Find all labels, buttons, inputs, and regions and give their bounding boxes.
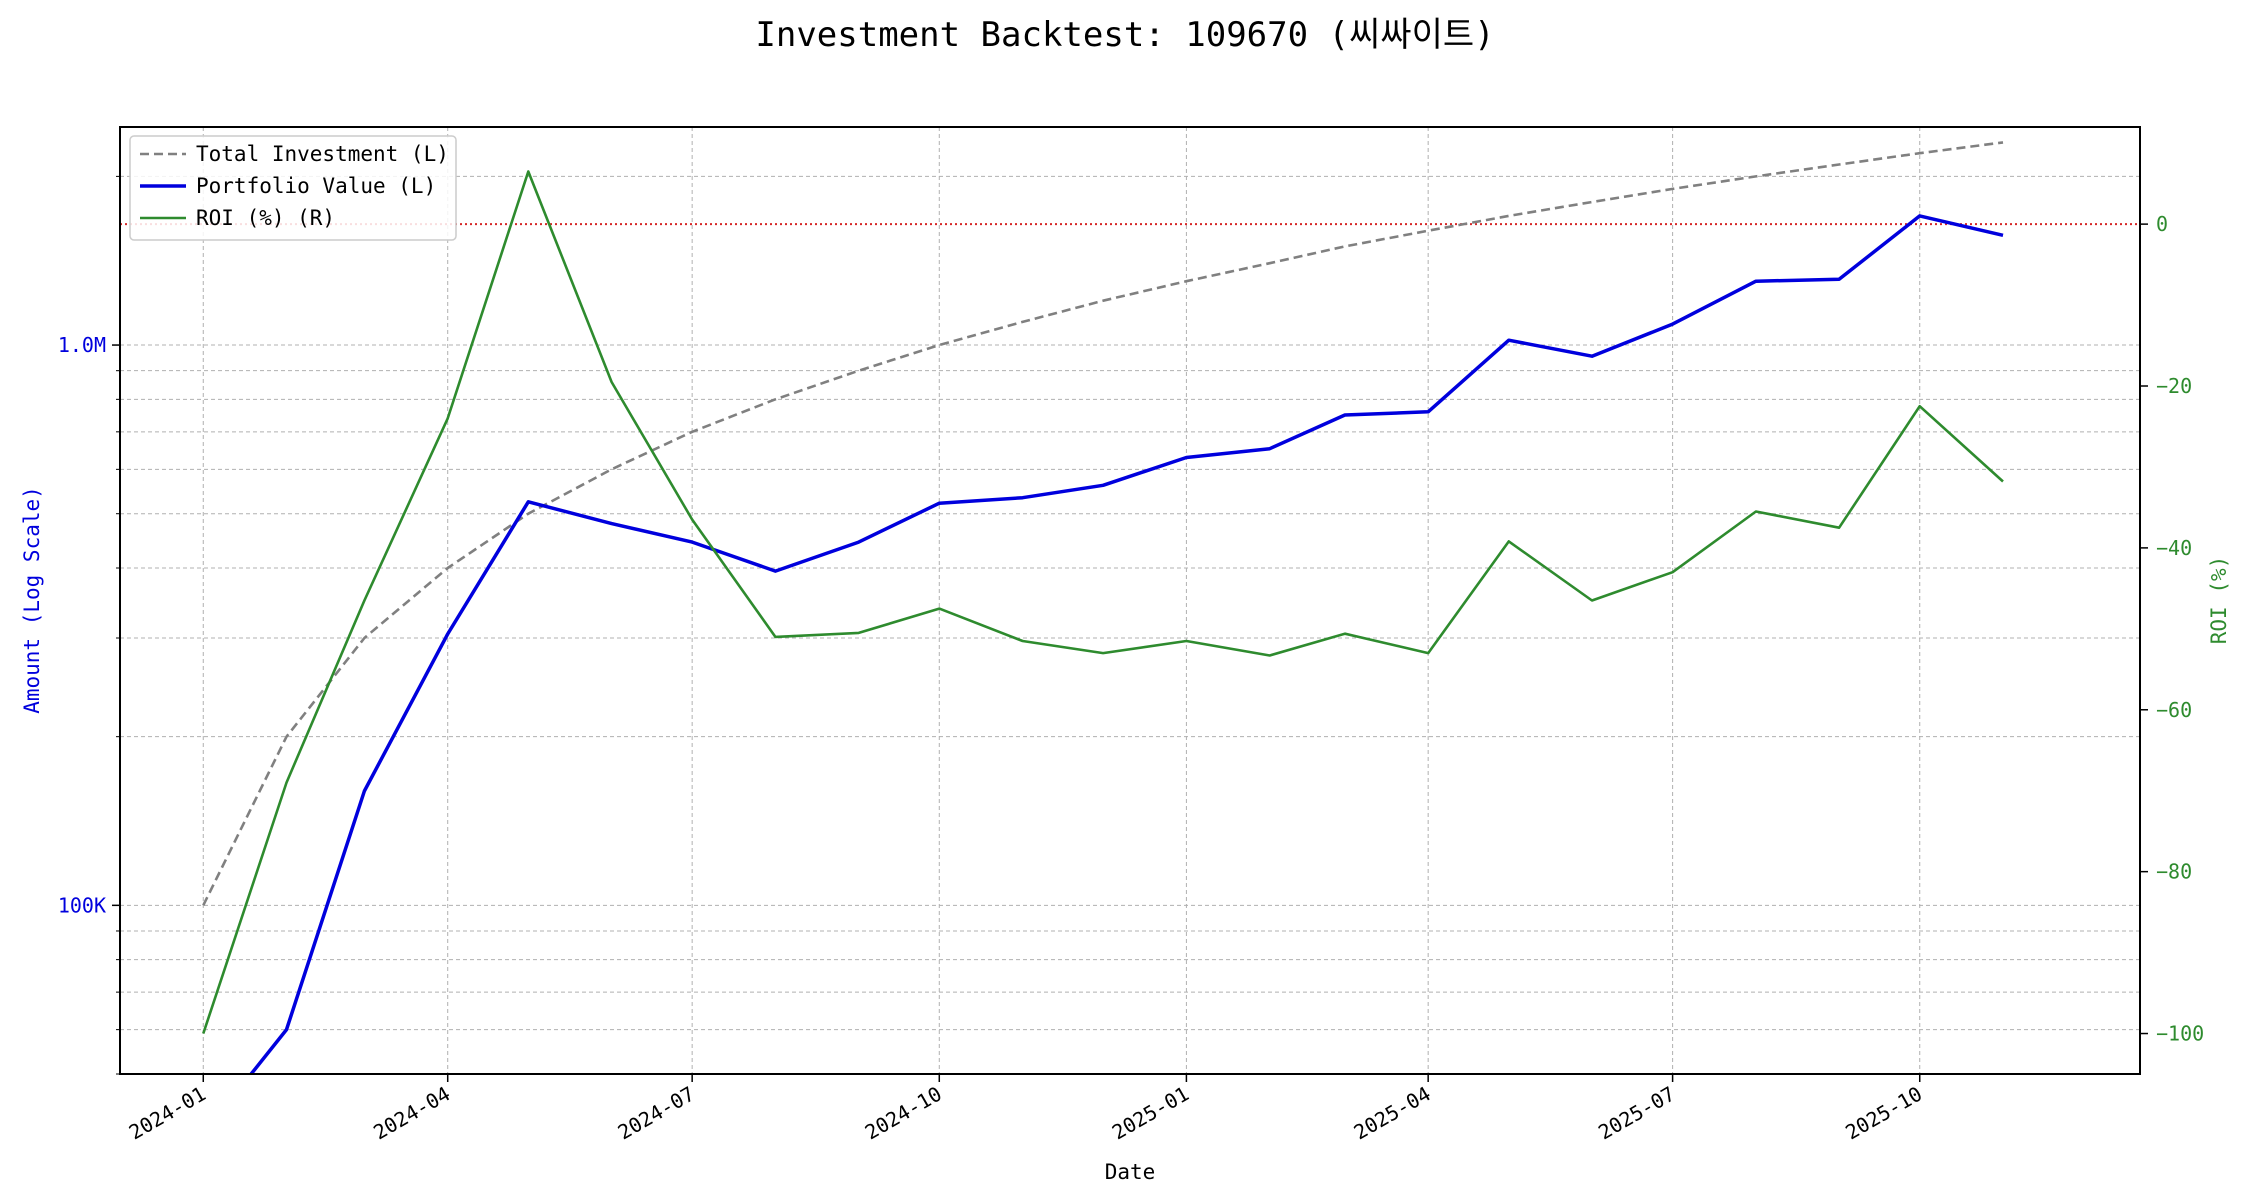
x-axis-label: Date — [1105, 1160, 1156, 1184]
y-axis-right-label: ROI (%) — [2207, 556, 2231, 645]
x-tick-label: 2024-01 — [125, 1082, 210, 1145]
y-right-tick-label: 0 — [2156, 212, 2168, 236]
series-line-1 — [248, 214, 2004, 1074]
x-tick-label: 2025-01 — [1108, 1082, 1193, 1145]
legend-label: ROI (%) (R) — [196, 206, 335, 230]
y-left-tick-label: 100K — [58, 893, 106, 917]
y-axis-right: 0 −20 −40 −60 −80 −100 — [2140, 212, 2204, 1046]
series-line-0 — [202, 141, 2004, 906]
x-tick-label: 2025-10 — [1841, 1082, 1926, 1145]
y-right-tick-label: −40 — [2156, 536, 2192, 560]
y-right-tick-label: −100 — [2156, 1022, 2204, 1046]
x-tick-label: 2025-04 — [1350, 1082, 1435, 1145]
series-layer — [202, 141, 2004, 1074]
x-tick-label: 2024-07 — [614, 1082, 699, 1145]
y-axis-left: 100K 1.0M — [58, 175, 120, 1075]
x-tick-label: 2024-04 — [369, 1082, 454, 1145]
y-axis-left-label: Amount (Log Scale) — [20, 486, 44, 714]
y-right-tick-label: −80 — [2156, 860, 2192, 884]
legend-label: Portfolio Value (L) — [196, 174, 436, 198]
x-tick-label: 2025-07 — [1594, 1082, 1679, 1145]
plot-frame — [119, 126, 2141, 1075]
x-axis: 2024-01 2024-04 2024-07 2024-10 2025-01 2025-… — [125, 1074, 1926, 1144]
y-left-tick-label: 1.0M — [58, 333, 106, 357]
series-line-2 — [202, 170, 2004, 1034]
y-right-tick-label: −60 — [2156, 698, 2192, 722]
chart-title: Investment Backtest: 109670 (씨싸이트) — [755, 15, 1494, 55]
legend-box — [129, 135, 457, 241]
x-tick-label: 2024-10 — [861, 1082, 946, 1145]
y-right-tick-label: −20 — [2156, 374, 2192, 398]
legend: Total Investment (L) Portfolio Value (L) R… — [129, 135, 457, 241]
grid — [120, 127, 2140, 1075]
legend-label: Total Investment (L) — [196, 142, 449, 166]
